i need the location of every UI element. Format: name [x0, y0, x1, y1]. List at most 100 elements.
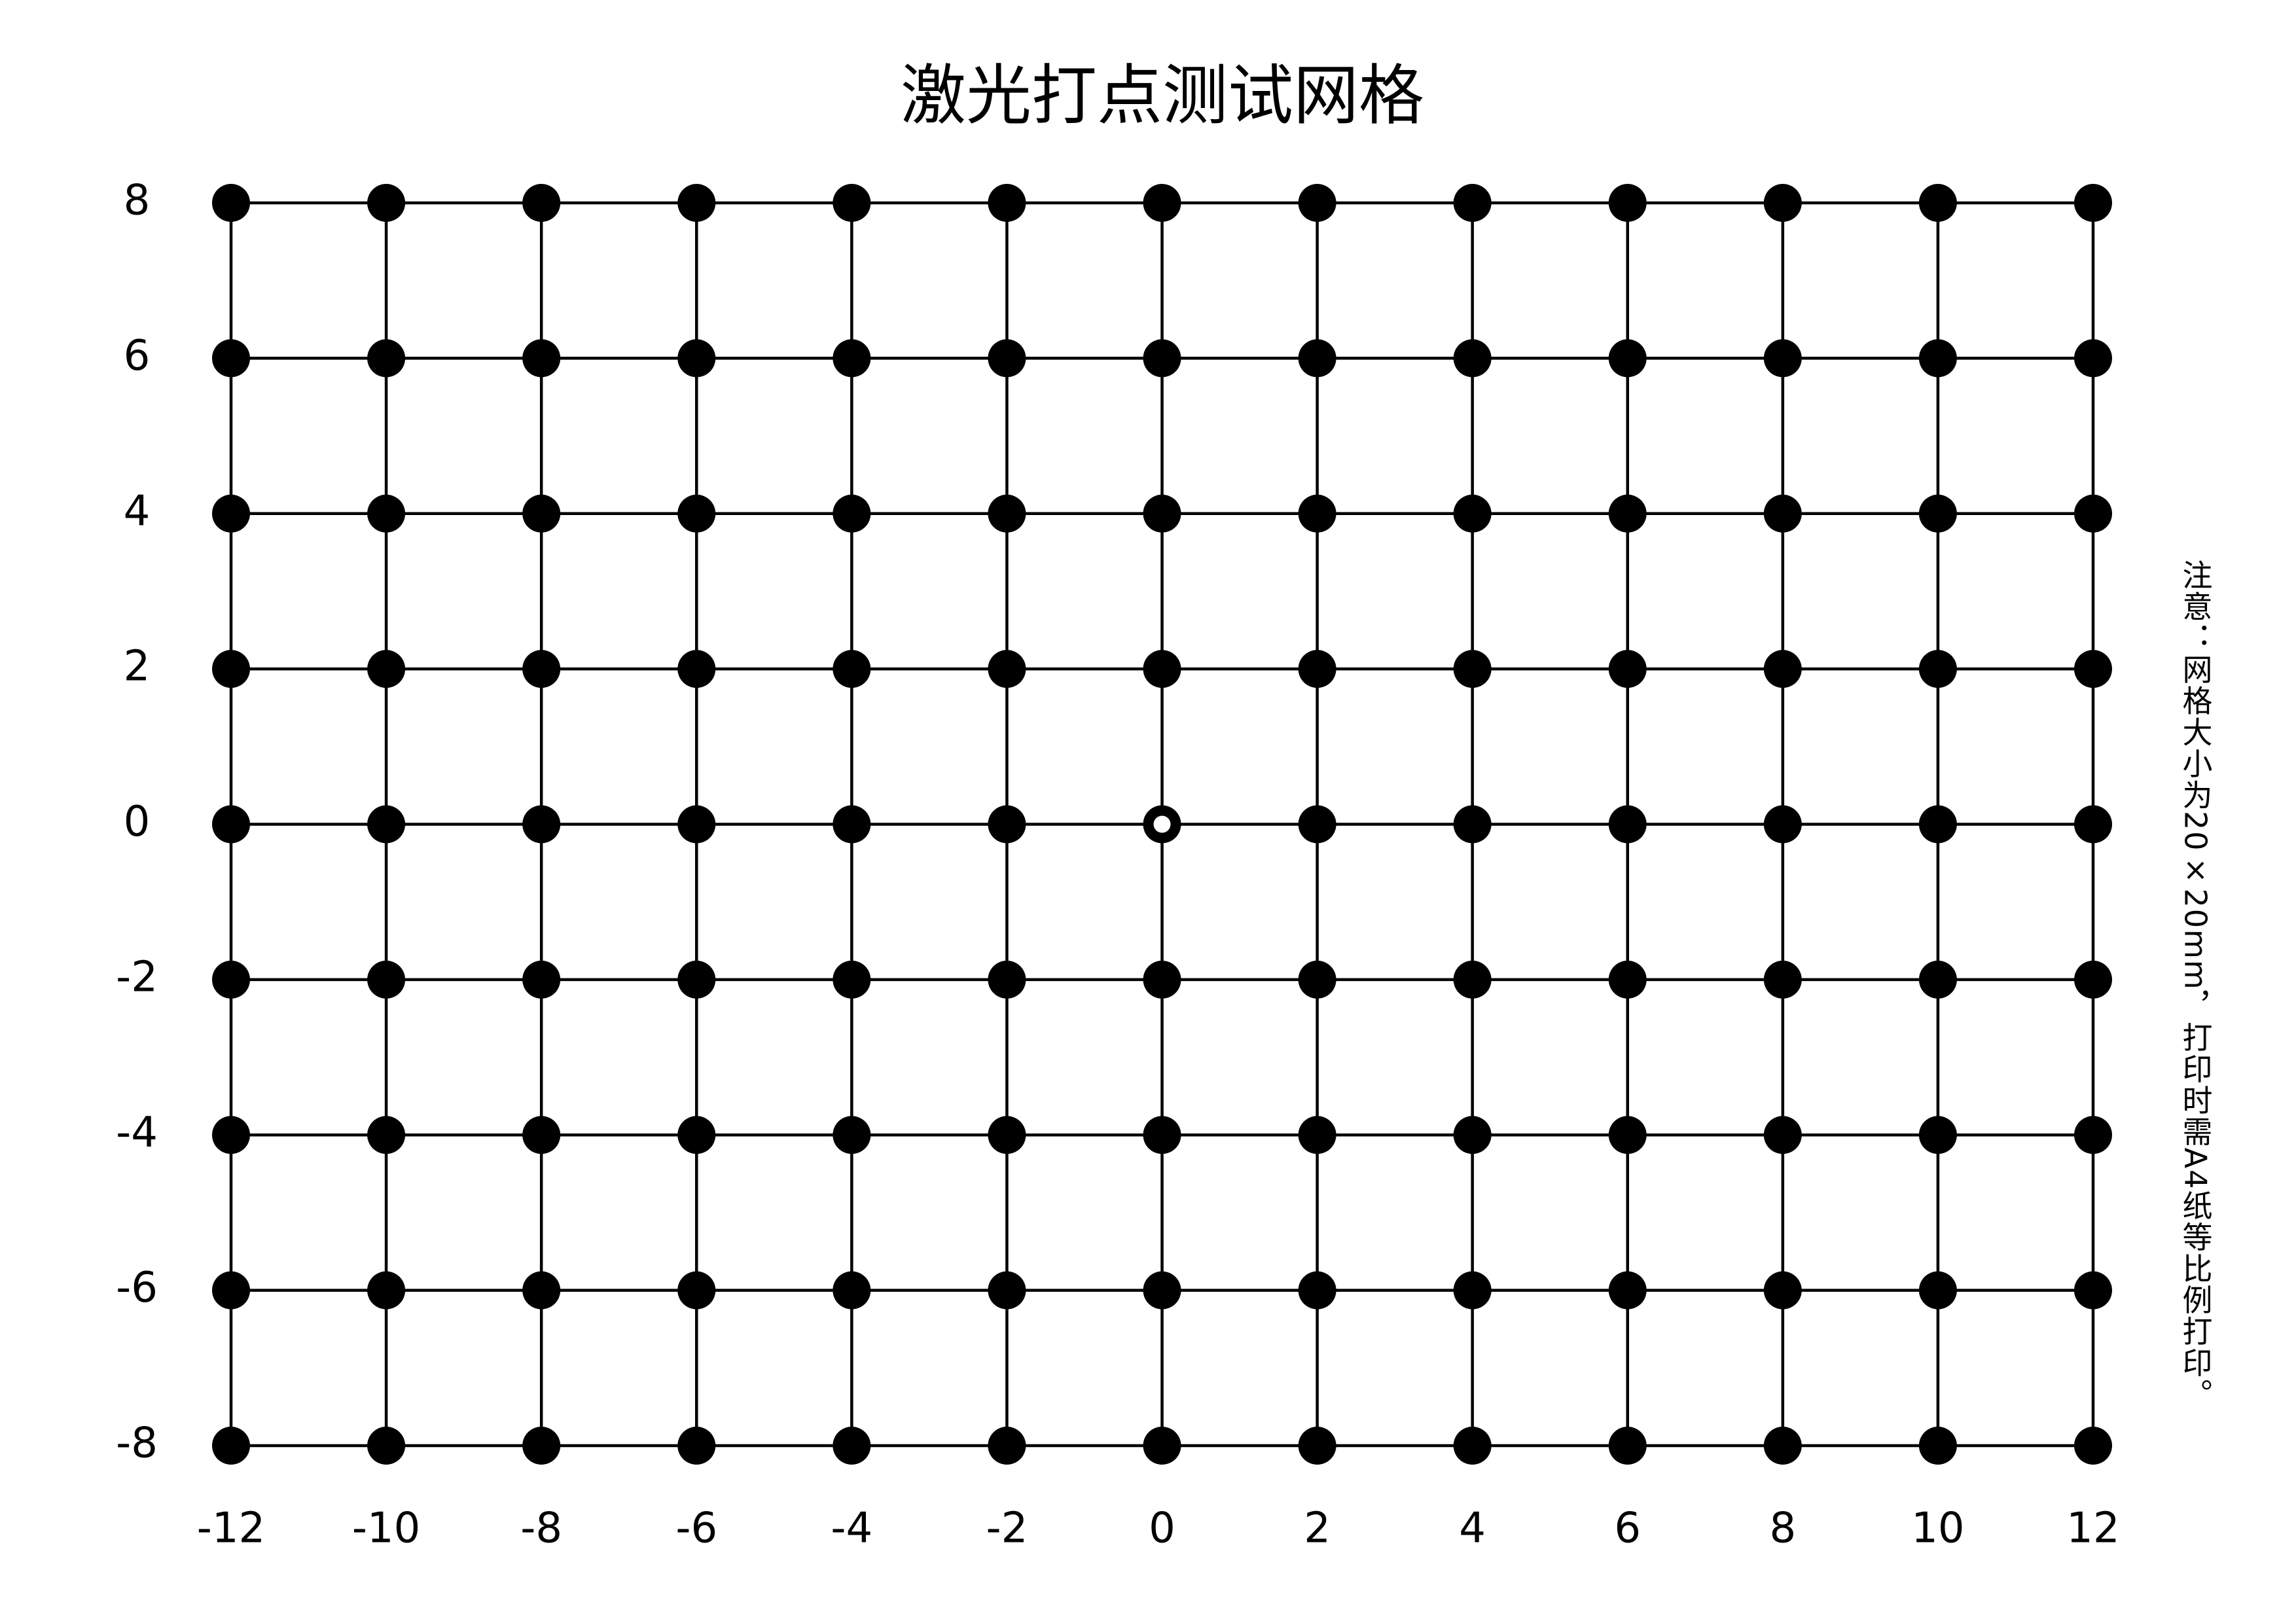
dot: [1453, 1427, 1492, 1465]
x-tick-label: -8: [520, 1505, 562, 1553]
dot: [833, 805, 871, 844]
dot: [1298, 494, 1336, 533]
dot: [1763, 184, 1802, 222]
dot: [2074, 1427, 2112, 1465]
dot: [833, 960, 871, 999]
dot: [1918, 1116, 1957, 1154]
dot: [522, 1427, 561, 1465]
dot: [1143, 494, 1181, 533]
dot: [1298, 805, 1336, 844]
dot: [1453, 1271, 1492, 1310]
dot: [212, 960, 250, 999]
dot: [2074, 339, 2112, 378]
dot: [1763, 1116, 1802, 1154]
dot: [522, 1116, 561, 1154]
x-tick-label: -12: [197, 1505, 266, 1553]
dot: [1453, 960, 1492, 999]
dot: [1763, 1271, 1802, 1310]
dot: [212, 339, 250, 378]
dot: [1918, 494, 1957, 533]
dot: [988, 339, 1026, 378]
dot: [522, 1271, 561, 1310]
dot: [1918, 1427, 1957, 1465]
dot: [367, 1116, 406, 1154]
dot: [367, 805, 406, 844]
dot: [677, 1427, 716, 1465]
x-tick-label: -6: [675, 1505, 717, 1553]
dot: [677, 494, 716, 533]
dot: [212, 650, 250, 688]
dot: [1608, 1271, 1647, 1310]
dot: [1763, 494, 1802, 533]
dot: [1453, 494, 1492, 533]
center-marker: [1153, 815, 1171, 833]
dot: [212, 1271, 250, 1310]
dot: [2074, 805, 2112, 844]
dot: [1608, 960, 1647, 999]
y-tick-label: -6: [116, 1264, 158, 1312]
dot: [522, 650, 561, 688]
dot: [833, 339, 871, 378]
dot: [2074, 494, 2112, 533]
dot: [1763, 960, 1802, 999]
x-tick-label: 8: [1769, 1505, 1796, 1553]
dot: [1608, 184, 1647, 222]
y-tick-label: 0: [124, 798, 151, 846]
dot: [1608, 339, 1647, 378]
dot: [988, 650, 1026, 688]
x-tick-label: 4: [1459, 1505, 1486, 1553]
dot: [1918, 805, 1957, 844]
dot: [1298, 960, 1336, 999]
dot: [1453, 650, 1492, 688]
dot: [988, 1271, 1026, 1310]
dot: [1298, 1116, 1336, 1154]
dot: [833, 1427, 871, 1465]
dot: [1298, 339, 1336, 378]
dot: [677, 1116, 716, 1154]
dot: [522, 494, 561, 533]
dot: [1918, 184, 1957, 222]
dot: [1453, 184, 1492, 222]
dot: [988, 805, 1026, 844]
dot: [677, 960, 716, 999]
dot: [1918, 960, 1957, 999]
dot: [2074, 184, 2112, 222]
dot: [212, 184, 250, 222]
dot: [522, 184, 561, 222]
dot: [1143, 184, 1181, 222]
dot: [212, 494, 250, 533]
dot: [677, 650, 716, 688]
dot: [677, 339, 716, 378]
dot: [522, 339, 561, 378]
dot: [833, 1271, 871, 1310]
dot: [677, 184, 716, 222]
dot: [1298, 1271, 1336, 1310]
dot: [833, 494, 871, 533]
dot: [1143, 1427, 1181, 1465]
y-tick-label: -8: [116, 1419, 158, 1468]
x-tick-label: -4: [831, 1505, 872, 1553]
dot: [1608, 494, 1647, 533]
dot: [1918, 1271, 1957, 1310]
dot: [1608, 650, 1647, 688]
dot: [212, 1116, 250, 1154]
dot: [1298, 1427, 1336, 1465]
dot: [833, 1116, 871, 1154]
dot: [833, 184, 871, 222]
dot: [1453, 1116, 1492, 1154]
dot: [1143, 650, 1181, 688]
y-tick-label: 2: [124, 643, 151, 691]
dot: [367, 650, 406, 688]
dot: [367, 960, 406, 999]
dot: [988, 1427, 1026, 1465]
x-tick-label: 10: [1911, 1505, 1964, 1553]
dot: [988, 494, 1026, 533]
dot: [1143, 1116, 1181, 1154]
dot: [1298, 184, 1336, 222]
dot: [367, 1427, 406, 1465]
y-tick-label: -4: [116, 1109, 158, 1157]
dot: [1143, 960, 1181, 999]
y-tick-label: 8: [124, 177, 151, 225]
dot: [1608, 1116, 1647, 1154]
x-tick-label: 2: [1304, 1505, 1331, 1553]
